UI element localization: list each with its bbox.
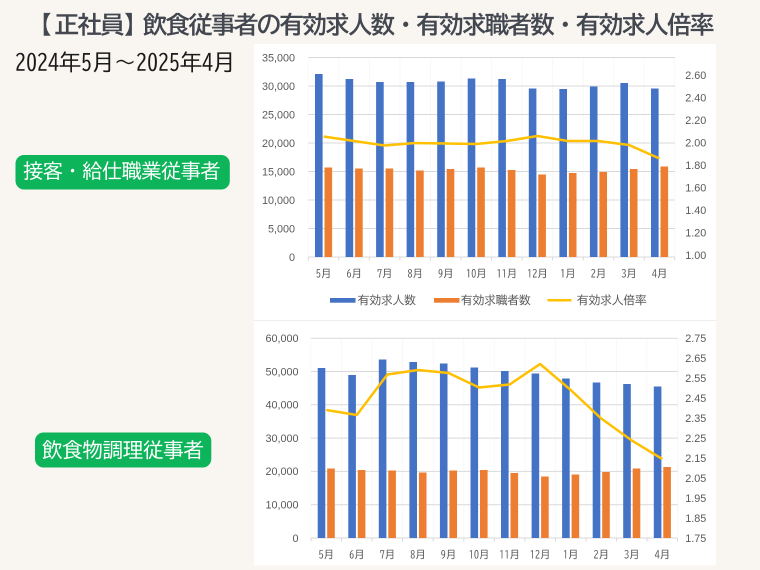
svg-text:2.60: 2.60 [685, 70, 706, 82]
svg-text:20,000: 20,000 [262, 138, 295, 150]
svg-text:35,000: 35,000 [262, 52, 295, 64]
svg-text:2.40: 2.40 [685, 92, 706, 104]
svg-text:1.20: 1.20 [685, 227, 706, 239]
svg-text:30,000: 30,000 [262, 81, 295, 93]
svg-text:2.15: 2.15 [685, 453, 706, 465]
svg-text:2.75: 2.75 [685, 333, 706, 345]
svg-text:1.75: 1.75 [685, 533, 706, 545]
svg-text:15,000: 15,000 [262, 166, 295, 178]
svg-text:1.00: 1.00 [685, 250, 706, 262]
svg-text:40,000: 40,000 [265, 400, 298, 412]
svg-text:25,000: 25,000 [262, 109, 295, 121]
svg-text:2.35: 2.35 [685, 413, 706, 425]
svg-text:0: 0 [289, 252, 295, 264]
svg-text:1.80: 1.80 [685, 160, 706, 172]
svg-text:1.40: 1.40 [685, 205, 706, 217]
svg-text:5,000: 5,000 [268, 223, 295, 235]
svg-text:2.00: 2.00 [685, 137, 706, 149]
svg-text:1.60: 1.60 [685, 182, 706, 194]
svg-text:20,000: 20,000 [265, 466, 298, 478]
svg-text:50,000: 50,000 [265, 366, 298, 378]
svg-text:0: 0 [292, 533, 298, 545]
svg-text:60,000: 60,000 [265, 333, 298, 345]
svg-text:1.95: 1.95 [685, 493, 706, 505]
svg-text:1.85: 1.85 [685, 513, 706, 525]
svg-text:2.65: 2.65 [685, 353, 706, 365]
svg-text:2.05: 2.05 [685, 473, 706, 485]
svg-text:2.20: 2.20 [685, 115, 706, 127]
svg-text:2.55: 2.55 [685, 373, 706, 385]
svg-text:10,000: 10,000 [262, 195, 295, 207]
svg-text:30,000: 30,000 [265, 433, 298, 445]
svg-text:10,000: 10,000 [265, 500, 298, 512]
svg-text:2.25: 2.25 [685, 433, 706, 445]
svg-text:2.45: 2.45 [685, 393, 706, 405]
